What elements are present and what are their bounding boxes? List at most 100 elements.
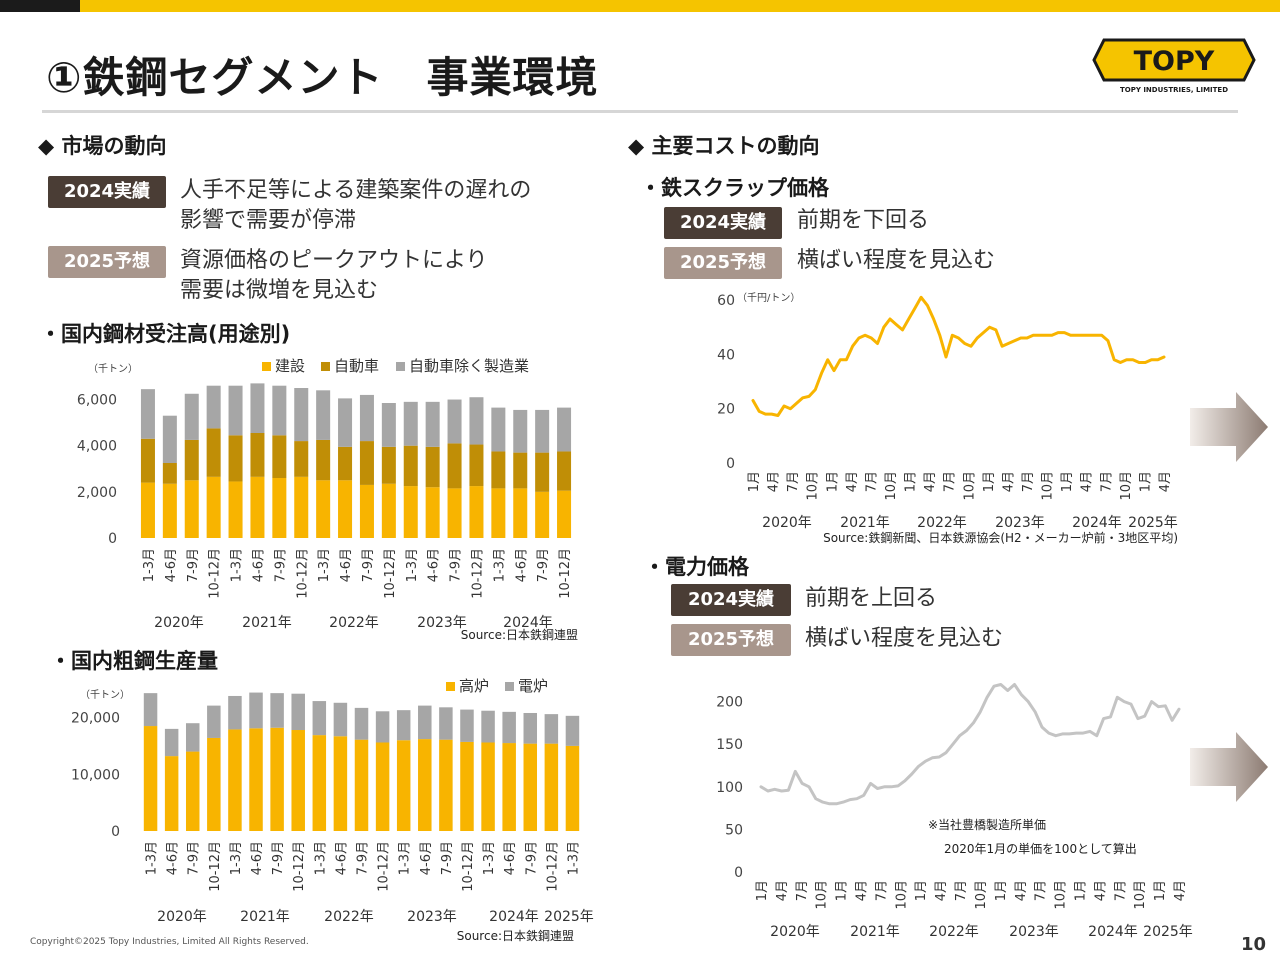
bar-segment [375,742,390,831]
bar-segment [316,439,331,481]
x-tick-label: 10月 [1041,471,1056,501]
scrap-actual-text: 前期を下回る [797,208,930,233]
bar-segment [184,439,199,481]
bar-segment [184,393,199,440]
x-tick-label: 4-6月 [166,841,181,875]
x-tick-label: 7月 [1099,471,1114,492]
bar-segment [557,407,572,452]
x-tick-label: 1月 [755,880,770,901]
x-tick-label: 1-3月 [405,548,420,582]
chart-note-2: 2020年1月の単価を100として算出 [944,841,1137,856]
x-tick-label: 10-12月 [208,841,223,892]
x-tick-label: 10月 [806,471,821,501]
bar-segment [460,741,474,831]
x-tick-label: 7-9月 [524,841,539,875]
x-tick-label: 4-6月 [334,841,349,875]
bar-segment [359,441,374,485]
x-tick-label: 1月 [1138,471,1153,492]
bar-segment [502,711,516,744]
bar-segment [469,397,484,445]
bar-segment [184,480,199,538]
legend-label: 電炉 [518,677,548,695]
bar-segment [228,435,243,482]
year-label: 2020年 [762,515,812,531]
legend-swatch [321,362,330,371]
bar-segment [381,403,396,447]
year-label: 2021年 [240,909,290,925]
bar-segment [162,483,177,538]
bar-segment [228,729,242,831]
bar-segment [250,476,265,538]
x-tick-label: 1-3月 [566,841,581,875]
bar-segment [523,712,538,744]
year-label: 2024年 [1088,924,1138,940]
scrap-forecast-badge: 2025予想 [664,247,782,279]
bar-segment [312,735,327,831]
x-tick-label: 7月 [795,880,810,901]
x-tick-label: 10月 [1054,880,1069,910]
x-tick-label: 1-3月 [145,841,160,875]
bar-segment [164,756,179,831]
x-tick-label: 4月 [1080,471,1095,492]
x-tick-label: 7月 [1113,880,1128,901]
bar-segment [513,488,528,538]
power-actual-badge: 2024実績 [671,584,791,616]
x-tick-label: 4-6月 [251,548,266,582]
year-label: 2023年 [407,909,457,925]
x-tick-label: 10-12月 [558,548,573,599]
bar-segment [418,739,432,831]
x-tick-label: 1月 [1060,471,1075,492]
year-label: 2024年 [489,909,539,925]
power-heading: ・電力価格 [644,555,749,579]
market-actual-text-2: 影響で需要が停滞 [180,208,357,233]
x-tick-label: 10-12月 [545,841,560,892]
top-bar-dark [0,0,80,12]
year-label: 2025年 [1128,515,1178,531]
y-tick-label: 50 [725,822,743,838]
x-tick-label: 7-9月 [449,548,464,582]
bar-segment [460,709,474,742]
x-tick-label: 10月 [815,880,830,910]
bar-segment [535,409,550,453]
bar-segment [523,743,538,831]
price-line [759,683,1181,806]
bar-segment [250,433,265,477]
bar-segment [565,745,580,831]
bar-segment [381,446,396,484]
x-tick-label: 7-9月 [186,548,201,582]
bar-segment [140,438,155,483]
bar-segment [403,445,418,487]
year-label: 2024年 [503,615,553,631]
company-logo: TOPY TOPY INDUSTRIES, LIMITED [1092,34,1256,96]
bar-segment [312,701,327,736]
bar-segment [491,451,506,489]
bar-segment [294,441,309,477]
x-tick-label: 4月 [855,880,870,901]
scrap-actual-badge: 2024実績 [664,207,782,239]
production-chart: （千トン） 0 10,000 20,000 1-3月 4-6月 7-9月 10-12月 1-3月… [71,677,594,943]
year-label: 2022年 [329,615,379,631]
bar-segment [291,693,305,731]
power-forecast-badge: 2025予想 [671,624,791,656]
x-tick-label: 4月 [1158,471,1173,492]
x-tick-label: 4-6月 [250,841,265,875]
x-tick-label: 7月 [954,880,969,901]
year-label: 2022年 [324,909,374,925]
x-tick-label: 1-3月 [313,841,328,875]
bar-segment [206,476,221,538]
bar-segment [162,463,177,484]
source-note: Source:鉄鋼新聞、日本鉄源協会(H2・メーカー炉前・3地区平均) [823,530,1178,545]
y-tick-label: 2,000 [77,485,117,501]
bar-segment [359,484,374,538]
x-tick-label: 7月 [786,471,801,492]
price-line [751,295,1166,417]
legend-label: 自動車除く製造業 [409,357,529,375]
year-label: 2022年 [929,924,979,940]
legend-swatch [505,682,514,691]
bar-segment [272,385,287,436]
y-tick-label: 100 [716,780,743,796]
page-number: 10 [1240,934,1266,955]
bar-segment [565,715,580,746]
x-tick-label: 7-9月 [271,841,286,875]
bar-segment [143,726,158,831]
